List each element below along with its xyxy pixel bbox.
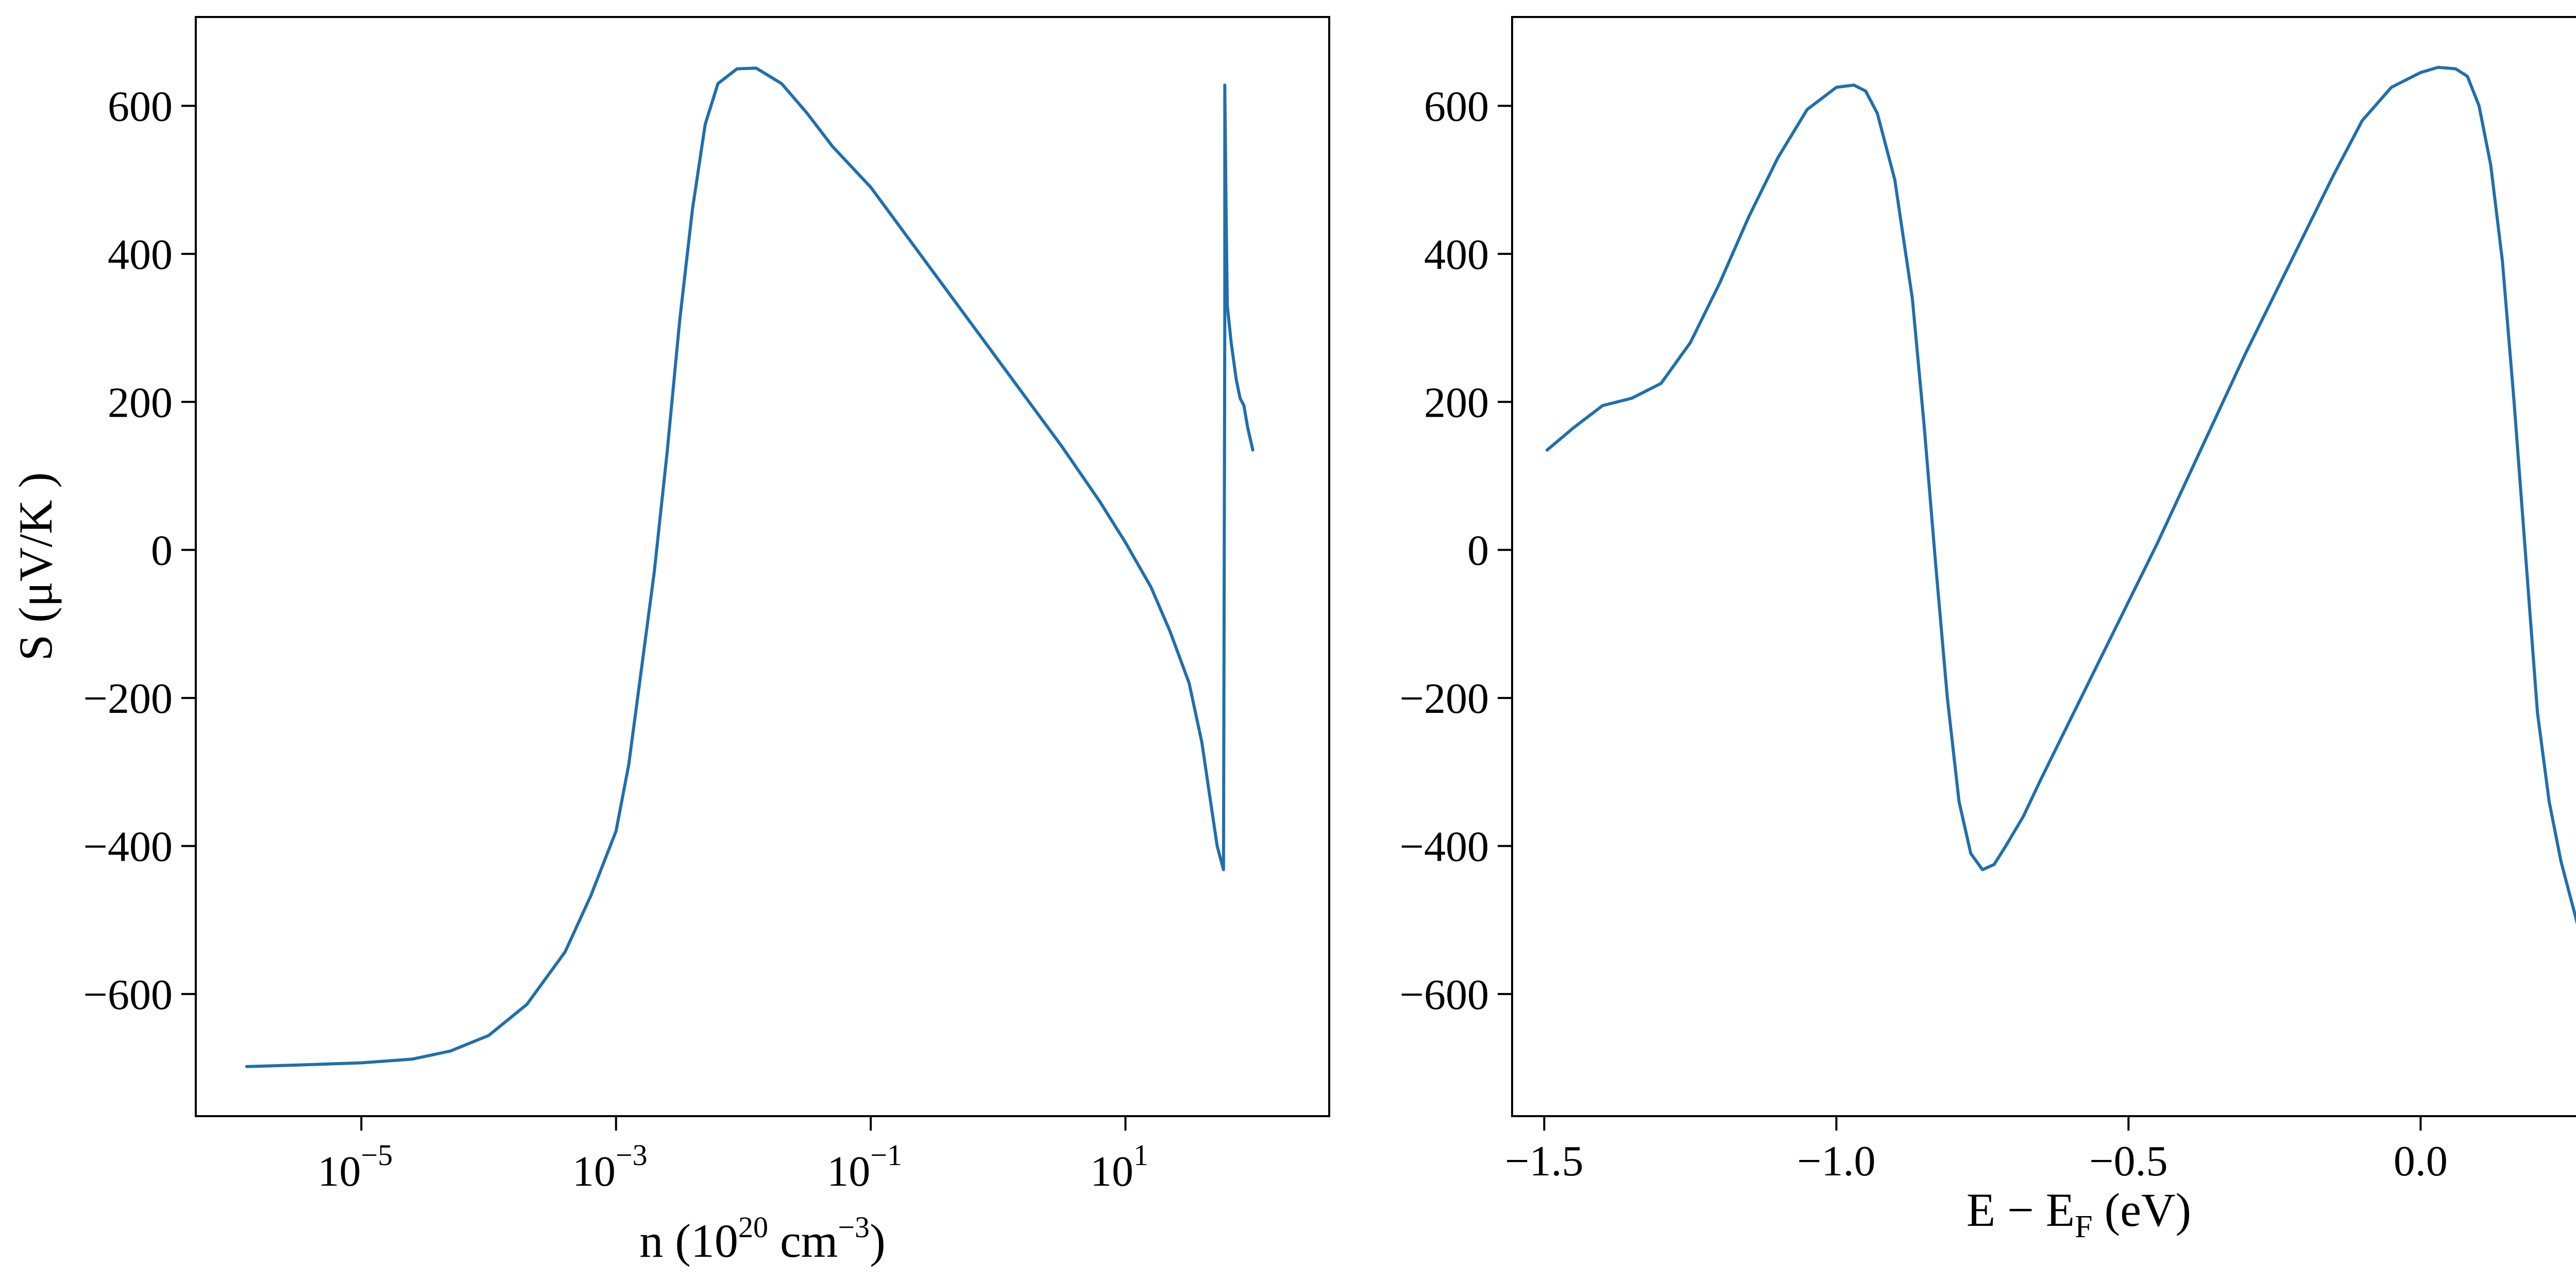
right-plot-frame [1511,16,2576,1117]
left-y-tick-label: −200 [83,675,173,723]
right-x-tick-label: −0.5 [2089,1137,2167,1185]
left-y-tick-label: 600 [108,82,173,130]
left-x-ticks: 10−5 10−3 10−1 101 [317,1116,1148,1195]
right-x-tick-label: −1.0 [1797,1137,1875,1185]
left-y-ticks: −600 −400 −200 0 200 400 600 [83,82,196,1019]
left-y-tick-label: −600 [83,971,173,1019]
right-seebeck-vs-energy-line [1546,65,2576,925]
right-y-tick-label: 600 [1424,82,1489,130]
left-y-tick-label: 200 [108,379,173,426]
left-y-tick-label: −400 [83,823,173,870]
right-y-ticks: −600 −400 −200 0 200 400 600 [1400,82,1512,1019]
left-x-tick-label: 10−1 [827,1138,902,1195]
right-x-tick-label: 0.0 [2394,1137,2448,1185]
right-y-tick-label: −600 [1400,971,1489,1019]
left-x-axis-label: n (1020 cm−3) [639,1210,885,1267]
right-y-tick-label: 0 [1467,527,1489,575]
right-y-tick-label: 200 [1424,379,1489,426]
left-y-tick-label: 0 [151,527,173,575]
right-y-tick-label: −200 [1400,675,1489,723]
right-x-tick-label: −1.5 [1505,1137,1583,1185]
right-panel: −600 −400 −200 0 200 400 600 −1.5 −1.0 −0.5 0.0 E… [1400,16,2576,1244]
right-x-axis-label: E − EF (eV) [1967,1184,2191,1244]
right-y-tick-label: 400 [1424,231,1489,279]
right-x-ticks: −1.5 −1.0 −0.5 0.0 [1505,1116,2448,1185]
left-seebeck-vs-concentration-line [245,66,1255,1068]
left-plot-frame [195,16,1330,1117]
left-y-axis-label: S (μV/K ) [9,472,62,661]
left-x-tick-label: 10−5 [317,1138,393,1195]
left-x-tick-label: 101 [1090,1138,1148,1195]
left-y-tick-label: 400 [108,231,173,279]
left-x-tick-label: 10−3 [572,1138,648,1195]
right-y-tick-label: −400 [1400,823,1489,870]
left-panel: −600 −400 −200 0 200 400 600 10−5 10−3 10−1 101 S… [9,16,1330,1267]
